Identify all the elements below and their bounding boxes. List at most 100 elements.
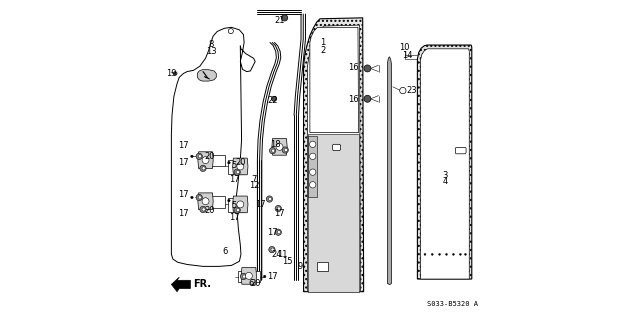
Circle shape (400, 87, 406, 94)
Circle shape (364, 65, 371, 72)
Circle shape (191, 155, 193, 158)
Text: 20: 20 (235, 158, 246, 167)
Text: 5: 5 (232, 161, 237, 170)
Polygon shape (238, 271, 260, 282)
Polygon shape (172, 27, 255, 266)
Text: 3: 3 (442, 171, 447, 180)
Circle shape (445, 253, 447, 255)
Text: 17: 17 (267, 272, 277, 281)
Circle shape (310, 182, 316, 188)
Text: 17: 17 (274, 209, 285, 218)
Polygon shape (233, 158, 248, 175)
Circle shape (431, 253, 433, 255)
Text: 17: 17 (228, 174, 239, 184)
Polygon shape (241, 268, 257, 284)
Text: 20: 20 (251, 279, 261, 288)
Polygon shape (303, 18, 364, 292)
Circle shape (310, 141, 316, 147)
Text: 4: 4 (442, 177, 447, 186)
Text: 6: 6 (223, 247, 228, 256)
Circle shape (266, 196, 273, 202)
Circle shape (198, 155, 202, 158)
Circle shape (191, 196, 193, 199)
Polygon shape (308, 134, 358, 292)
Text: 24: 24 (271, 250, 282, 259)
Polygon shape (317, 262, 328, 271)
Text: 9: 9 (298, 262, 303, 271)
Circle shape (310, 169, 316, 175)
Polygon shape (272, 138, 287, 155)
Circle shape (460, 253, 461, 255)
Polygon shape (417, 45, 472, 279)
Circle shape (438, 253, 440, 255)
Text: 17: 17 (255, 200, 265, 209)
Text: 12: 12 (249, 181, 259, 190)
Circle shape (275, 205, 282, 212)
Polygon shape (172, 277, 190, 292)
Polygon shape (310, 27, 358, 133)
Circle shape (452, 253, 454, 255)
Text: 1: 1 (321, 38, 326, 47)
Text: 15: 15 (282, 257, 293, 266)
Text: 21: 21 (275, 17, 285, 26)
Circle shape (364, 95, 371, 102)
Circle shape (284, 148, 287, 152)
Circle shape (277, 231, 280, 234)
Circle shape (424, 253, 426, 255)
Circle shape (271, 248, 274, 251)
Circle shape (173, 71, 177, 75)
Circle shape (264, 275, 266, 278)
Text: 17: 17 (178, 190, 189, 199)
Text: 17: 17 (178, 158, 189, 167)
Circle shape (245, 272, 252, 279)
Circle shape (196, 153, 202, 160)
Circle shape (200, 206, 206, 213)
Polygon shape (209, 155, 225, 167)
Text: 17: 17 (267, 228, 277, 237)
Circle shape (236, 209, 239, 212)
Circle shape (271, 149, 275, 152)
Polygon shape (228, 198, 244, 212)
Circle shape (275, 229, 282, 235)
Text: 22: 22 (268, 96, 278, 105)
Polygon shape (308, 136, 317, 197)
Circle shape (271, 96, 276, 101)
Text: 14: 14 (402, 51, 412, 60)
Polygon shape (387, 57, 392, 285)
Text: 20: 20 (205, 206, 215, 215)
Text: 17: 17 (178, 141, 189, 150)
Text: 5: 5 (232, 201, 237, 210)
Text: 16: 16 (348, 63, 358, 72)
Text: 16: 16 (348, 95, 358, 104)
Circle shape (269, 147, 276, 154)
Text: 19: 19 (166, 69, 177, 78)
Circle shape (240, 273, 246, 280)
Text: 11: 11 (277, 250, 287, 259)
Polygon shape (420, 49, 469, 279)
Circle shape (282, 147, 289, 153)
Circle shape (200, 165, 206, 172)
Circle shape (276, 143, 283, 150)
Polygon shape (333, 144, 340, 151)
Circle shape (234, 207, 240, 213)
Circle shape (282, 15, 288, 21)
Circle shape (234, 169, 240, 175)
Polygon shape (197, 70, 216, 81)
Text: 17: 17 (178, 209, 189, 218)
Circle shape (228, 199, 230, 202)
Circle shape (202, 167, 205, 170)
Text: FR.: FR. (193, 279, 211, 289)
Circle shape (228, 161, 230, 164)
Circle shape (236, 171, 239, 174)
Circle shape (202, 208, 205, 211)
Polygon shape (233, 196, 248, 213)
Text: S033-B5320 A: S033-B5320 A (428, 301, 478, 307)
Circle shape (196, 194, 202, 201)
Text: 13: 13 (206, 48, 217, 56)
Polygon shape (228, 160, 244, 174)
Circle shape (198, 196, 202, 199)
Circle shape (202, 157, 209, 164)
Circle shape (310, 153, 316, 160)
Circle shape (277, 207, 280, 210)
Text: 6: 6 (248, 279, 253, 288)
